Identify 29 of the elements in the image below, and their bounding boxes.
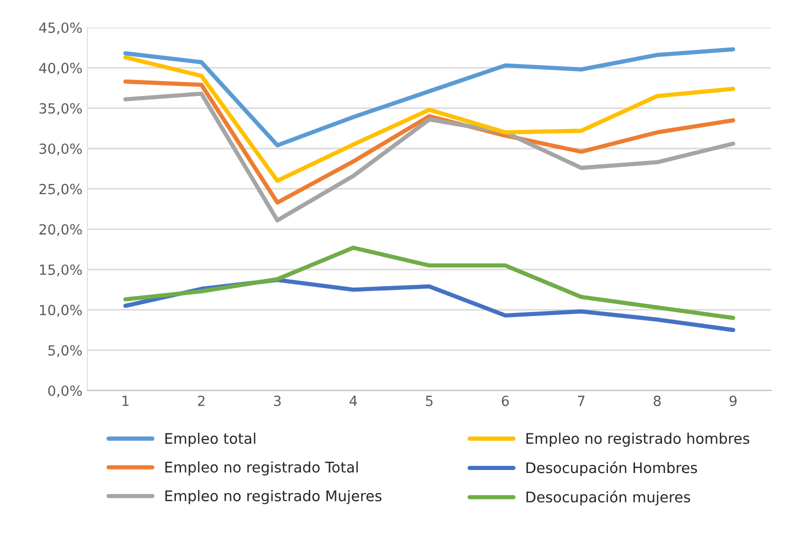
x-tick-label: 1 [122,396,129,406]
x-tick-label: 3 [274,396,281,406]
x-tick-label: 9 [730,396,737,406]
x-tick-label: 2 [198,396,204,406]
y-tick-label: 35,0% [40,103,82,116]
legend-label: Empleo no registrado Total [165,461,358,476]
line-series [123,92,736,222]
y-tick-label: 45,0% [39,22,82,34]
x-tick-label: 7 [578,396,584,406]
legend-label: Desocupación Hombres [526,461,697,476]
y-tick-label: 0,0% [48,385,82,398]
y-tick-label: 30,0% [40,143,82,156]
x-tick-label: 4 [350,396,357,406]
legend-label: Empleo no registrado Mujeres [165,490,382,504]
legend-label: Desocupación mujeres [526,490,690,506]
x-tick-label: 5 [426,396,433,406]
x-tick-label: 6 [502,396,509,406]
line-series [123,55,736,183]
y-tick-label: 40,0% [39,62,82,75]
y-tick-label: 25,0% [39,184,82,196]
y-tick-label: 10,0% [40,304,82,317]
legend-label: Empleo total [165,432,256,447]
x-tick-label: 8 [654,396,661,406]
line-series [123,47,736,148]
y-tick-label: 15,0% [40,264,82,276]
line-series [123,246,736,320]
y-tick-label: 20,0% [39,224,82,236]
legend-label: Empleo no registrado hombres [526,432,750,447]
y-tick-label: 5,0% [48,345,82,358]
